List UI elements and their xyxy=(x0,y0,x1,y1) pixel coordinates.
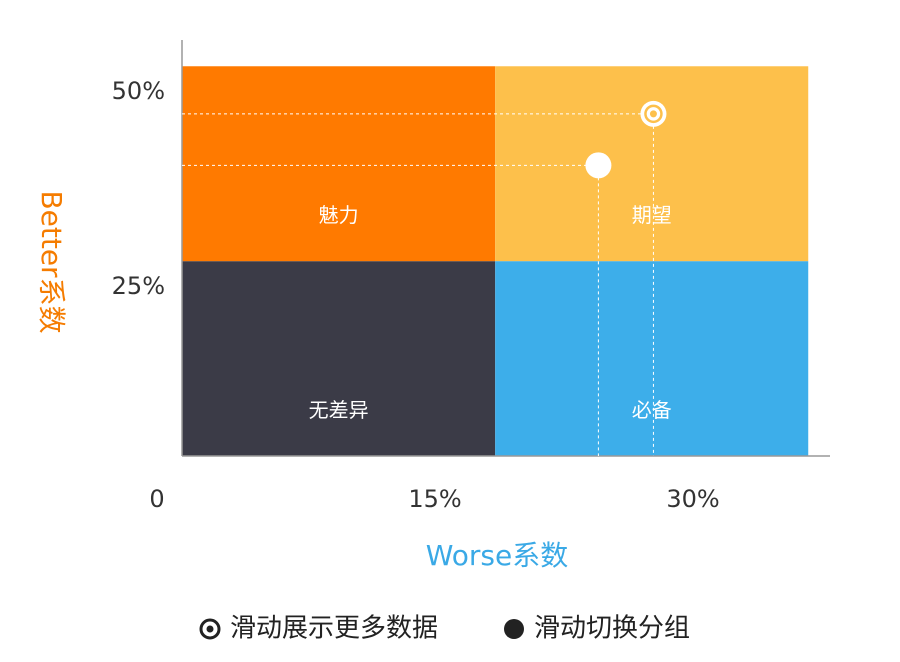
quadrant-label: 期望 xyxy=(632,203,672,227)
x-tick-label: 0 xyxy=(149,485,164,513)
x-tick-label: 30% xyxy=(666,485,719,513)
quadrant-label: 魅力 xyxy=(319,203,359,227)
point xyxy=(585,152,612,179)
legend-icon xyxy=(206,625,214,633)
point-part xyxy=(649,110,657,118)
legend-label: 滑动切换分组 xyxy=(534,614,690,644)
legend-label: 滑动展示更多数据 xyxy=(230,614,438,644)
legend-icon xyxy=(199,618,221,640)
quadrant xyxy=(495,261,809,457)
quadrant-label: 无差异 xyxy=(309,398,369,422)
quadrant-label: 必备 xyxy=(632,398,672,422)
x-tick-label: 15% xyxy=(408,485,461,513)
quadrant xyxy=(495,66,809,262)
y-tick-label: 25% xyxy=(112,272,165,300)
point-part xyxy=(644,104,663,124)
legend-icon xyxy=(504,619,524,639)
quadrant xyxy=(182,261,496,457)
x-axis-label: Worse系数 xyxy=(426,539,569,572)
y-tick-label: 50% xyxy=(112,77,165,105)
quadrant xyxy=(182,66,496,262)
point xyxy=(640,100,667,127)
y-axis-label: Better系数 xyxy=(35,190,68,333)
